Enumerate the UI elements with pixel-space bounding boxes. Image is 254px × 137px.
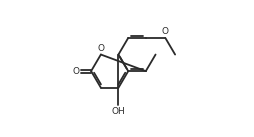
Text: O: O (97, 44, 104, 53)
Text: O: O (72, 67, 80, 76)
Text: O: O (162, 27, 169, 36)
Text: OH: OH (112, 107, 125, 116)
